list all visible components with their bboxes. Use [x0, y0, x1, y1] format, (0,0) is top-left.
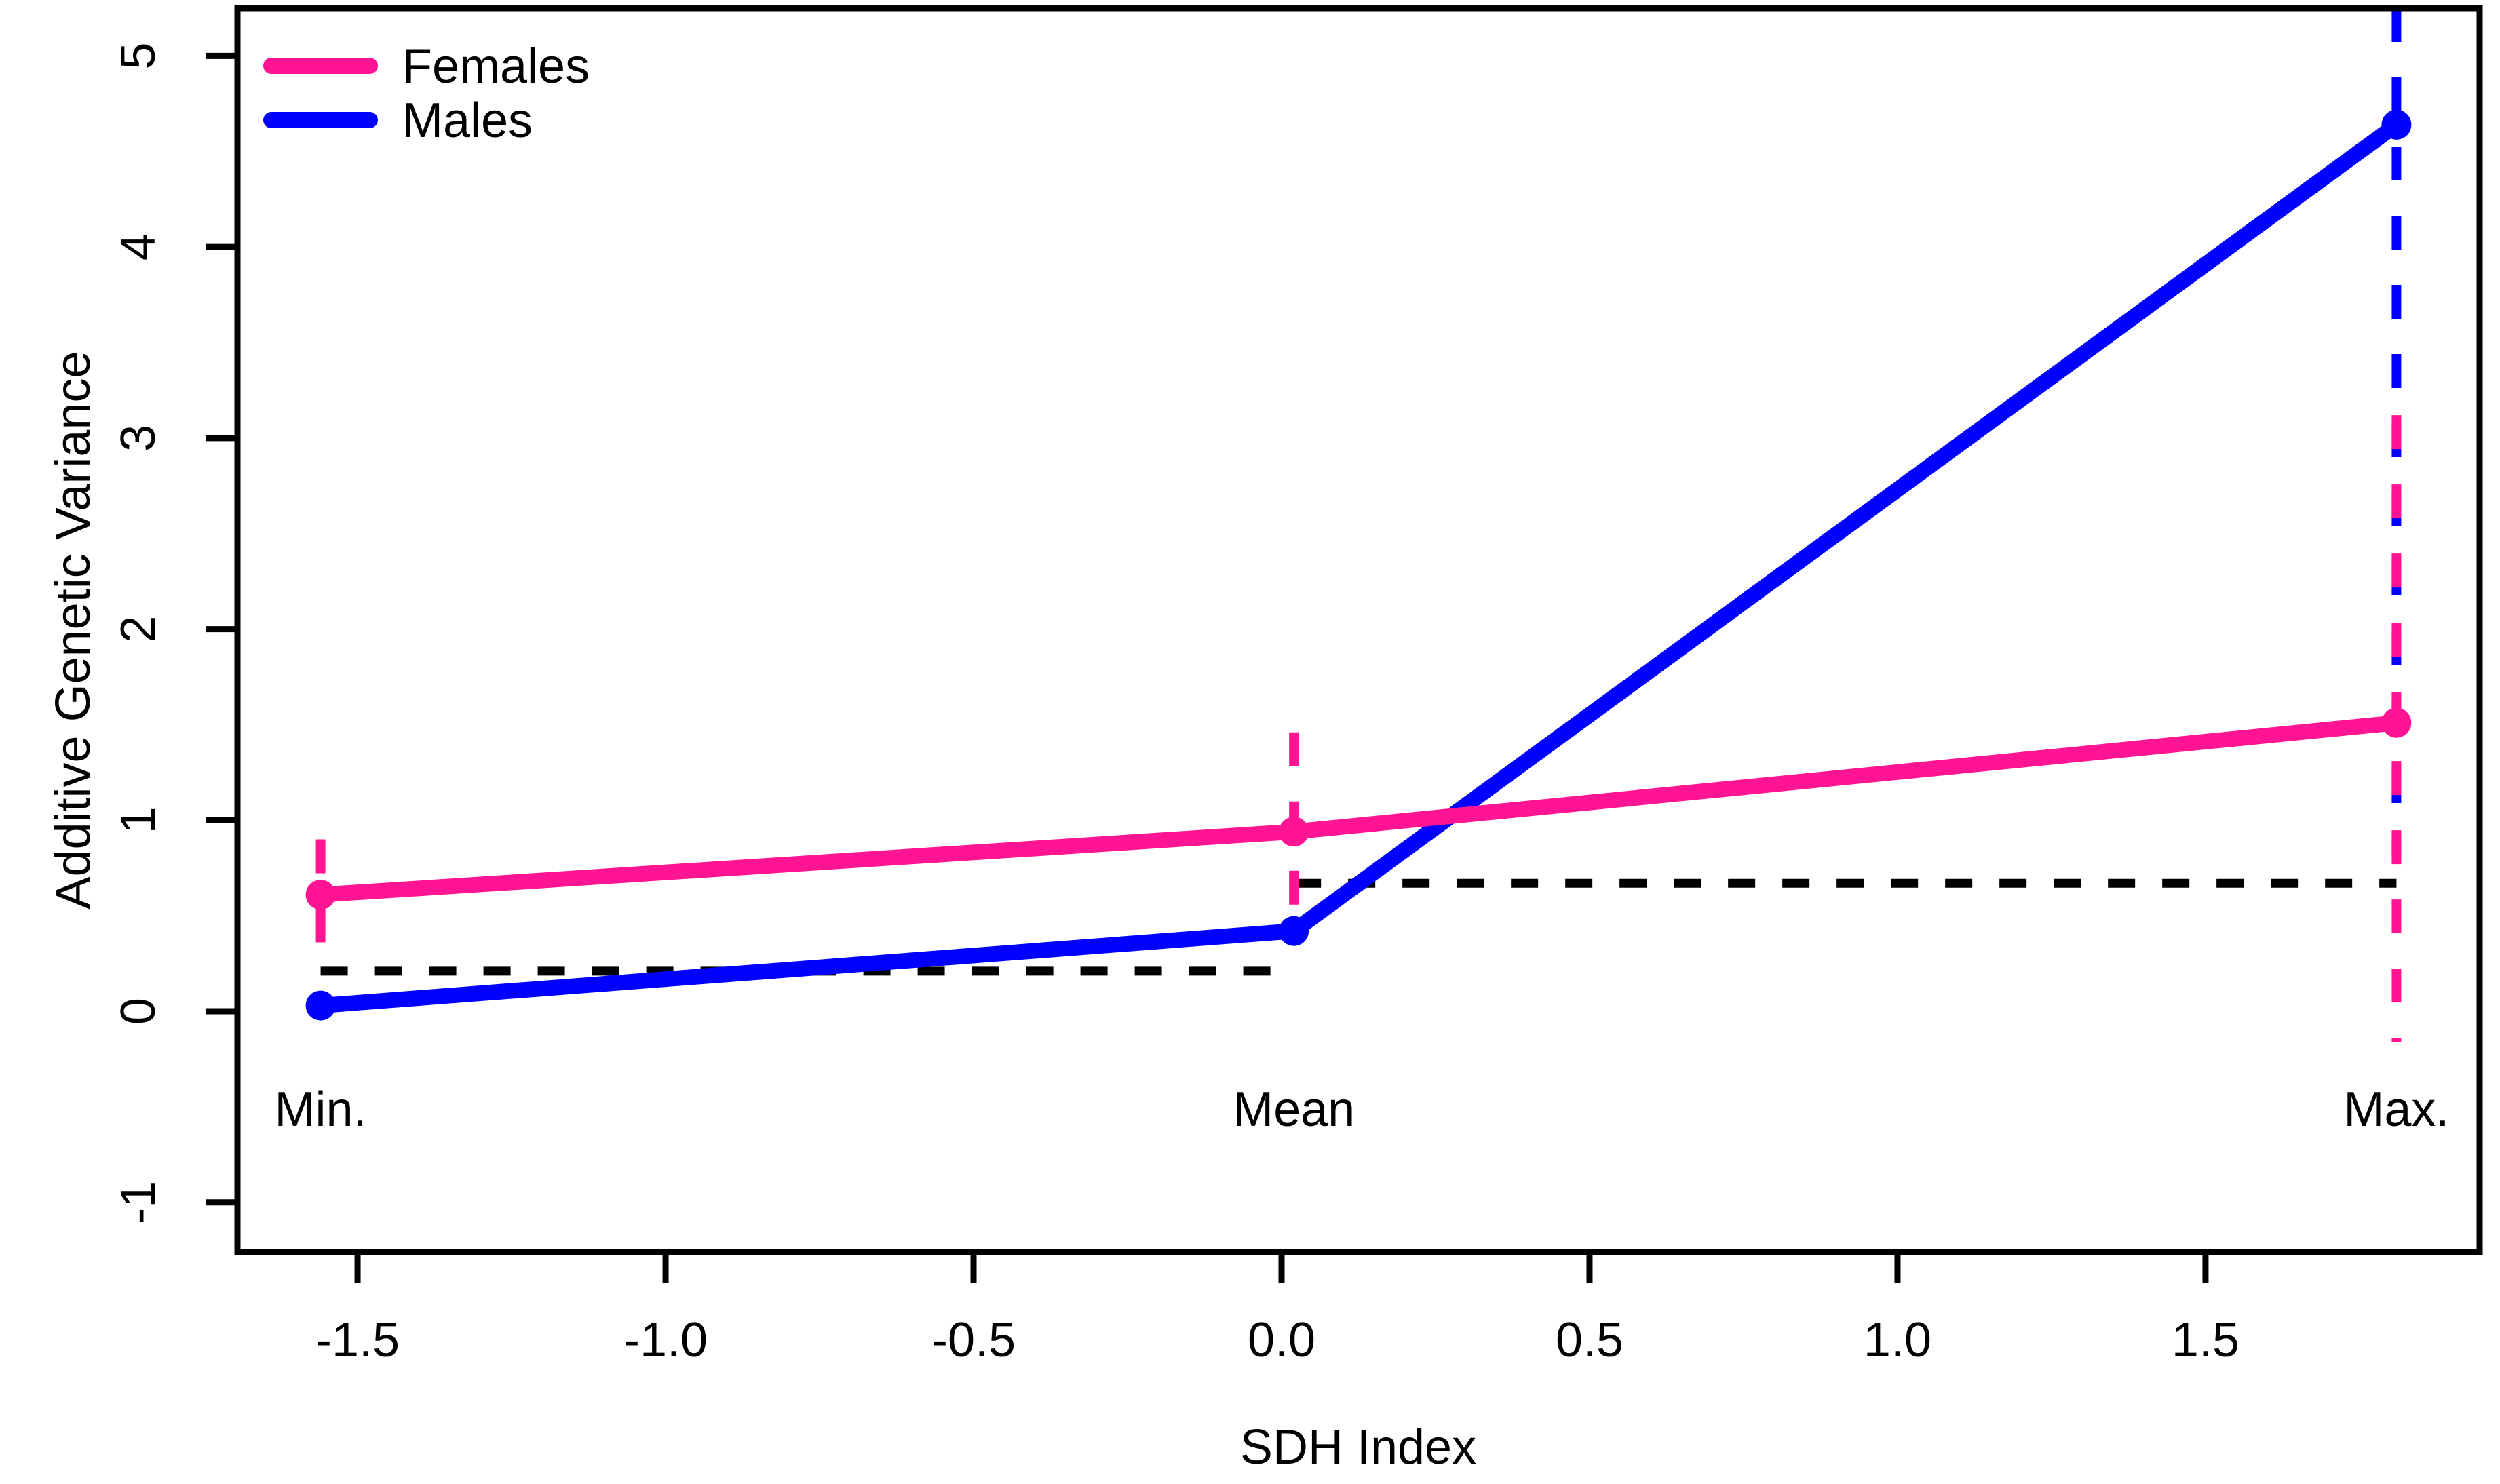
- x-position-annotation: Min.: [275, 1082, 367, 1137]
- x-position-annotation: Mean: [1233, 1082, 1355, 1137]
- females-point: [305, 880, 336, 910]
- females-line: [313, 715, 2404, 903]
- y-tick-label: 4: [111, 233, 166, 260]
- x-tick-label: 1.0: [1864, 1313, 1931, 1367]
- legend-females-label: Females: [402, 39, 590, 94]
- x-tick-label: -1.0: [623, 1313, 708, 1367]
- y-axis-title: Additive Genetic Variance: [46, 351, 100, 909]
- x-position-annotation: Max.: [2343, 1082, 2449, 1137]
- x-tick-label: -0.5: [931, 1313, 1016, 1367]
- legend: Females Males: [263, 39, 590, 148]
- x-tick-label: -1.5: [315, 1313, 400, 1367]
- y-tick-label: 1: [111, 806, 166, 834]
- y-tick-label: 5: [111, 42, 166, 69]
- y-tick-label: 2: [111, 616, 166, 643]
- x-tick-label: 1.5: [2172, 1313, 2239, 1367]
- plot-area: -1.5 -1.0 -0.5 0.0 0.5 1.0 1.5 -1 0 1 2 3 4 5 Min. Mean…: [111, 8, 2449, 1367]
- males-point: [305, 990, 336, 1021]
- females-point: [1279, 817, 1309, 847]
- y-tick-label: -1: [111, 1181, 166, 1224]
- females-point: [2381, 707, 2412, 738]
- x-axis-title: SDH Index: [1240, 1420, 1476, 1475]
- x-tick-label: 0.5: [1556, 1313, 1623, 1367]
- males-point: [2381, 109, 2412, 140]
- legend-males-label: Males: [402, 94, 533, 148]
- y-tick-label: 3: [111, 425, 166, 452]
- plot-border: [234, 5, 2483, 1255]
- y-tick-label: 0: [111, 998, 166, 1025]
- x-tick-label: 0.0: [1248, 1313, 1315, 1367]
- males-point: [1279, 916, 1309, 946]
